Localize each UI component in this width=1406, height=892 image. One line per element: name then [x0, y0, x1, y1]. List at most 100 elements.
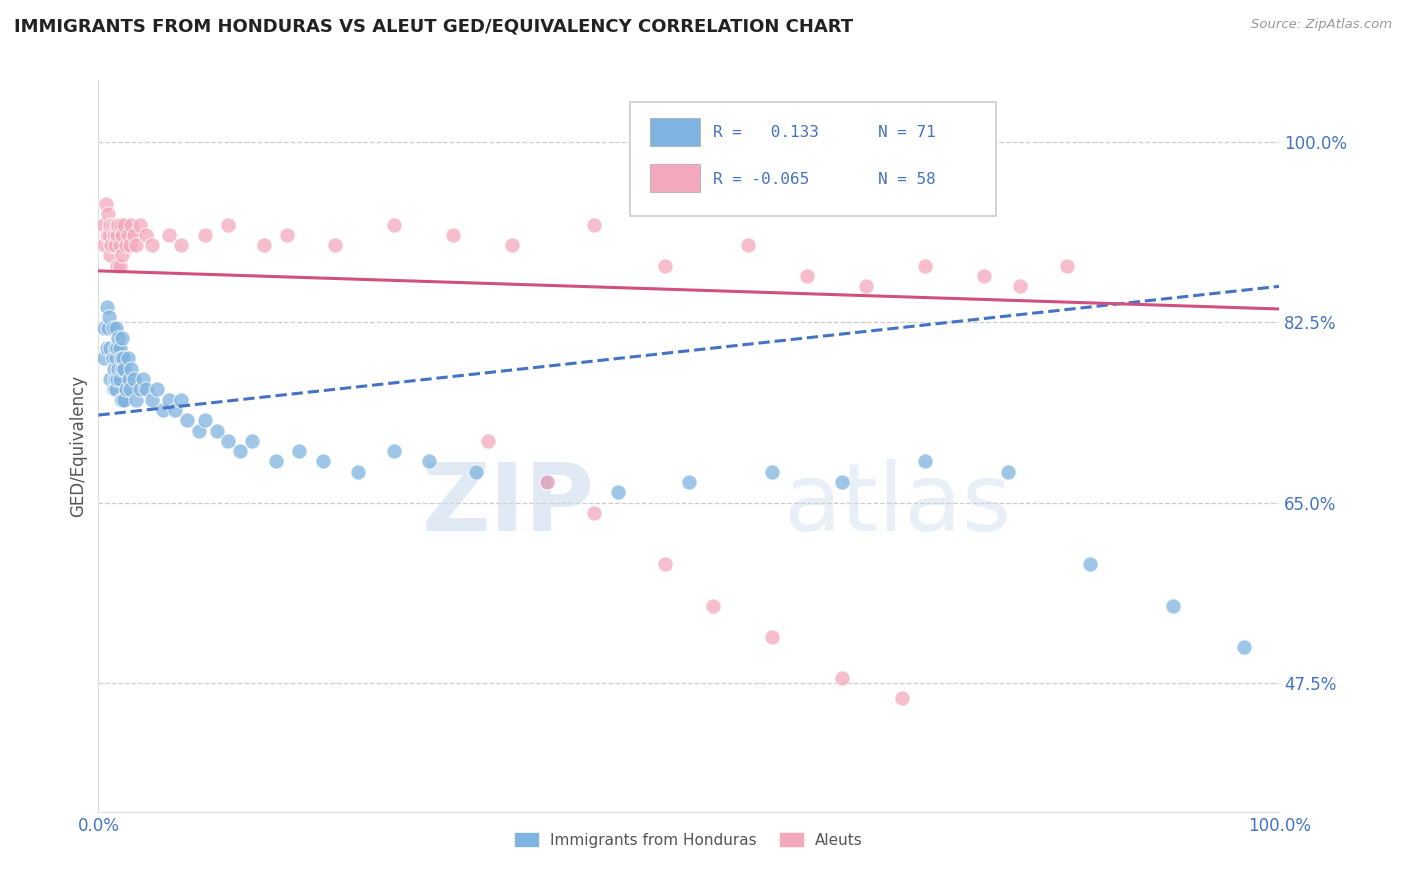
- Point: [108, 372, 131, 386]
- Point: [111, 331, 134, 345]
- Point: [112, 361, 135, 376]
- Point: [112, 392, 135, 407]
- Legend: Immigrants from Honduras, Aleuts: Immigrants from Honduras, Aleuts: [508, 825, 870, 855]
- Point: [997, 465, 1019, 479]
- Text: N = 58: N = 58: [877, 171, 935, 186]
- Point: [105, 382, 128, 396]
- Point: [93, 320, 115, 334]
- Point: [229, 444, 252, 458]
- Point: [96, 341, 118, 355]
- Point: [536, 475, 558, 489]
- Point: [441, 227, 464, 242]
- Point: [103, 382, 125, 396]
- Point: [157, 227, 180, 242]
- Point: [108, 341, 131, 355]
- Point: [607, 485, 630, 500]
- Point: [98, 248, 121, 262]
- Point: [737, 238, 759, 252]
- Point: [205, 424, 228, 438]
- Point: [104, 341, 127, 355]
- Point: [108, 259, 131, 273]
- Point: [104, 238, 127, 252]
- Point: [141, 392, 163, 407]
- Point: [125, 392, 148, 407]
- Text: atlas: atlas: [783, 458, 1012, 550]
- Point: [107, 361, 129, 376]
- Point: [323, 238, 346, 252]
- Point: [94, 197, 117, 211]
- Point: [108, 238, 131, 252]
- Point: [120, 238, 142, 252]
- Point: [101, 351, 124, 366]
- Point: [122, 227, 145, 242]
- Point: [347, 465, 370, 479]
- Point: [536, 475, 558, 489]
- Point: [465, 465, 488, 479]
- Point: [114, 382, 136, 396]
- Point: [312, 454, 335, 468]
- Point: [111, 361, 134, 376]
- Text: N = 71: N = 71: [877, 125, 935, 140]
- Point: [121, 361, 143, 376]
- Point: [152, 403, 174, 417]
- Point: [110, 351, 132, 366]
- Point: [112, 351, 135, 366]
- Point: [105, 259, 128, 273]
- Point: [1008, 279, 1031, 293]
- Point: [111, 392, 134, 407]
- Point: [240, 434, 263, 448]
- Point: [288, 444, 311, 458]
- Text: Source: ZipAtlas.com: Source: ZipAtlas.com: [1251, 18, 1392, 31]
- Point: [418, 454, 440, 468]
- Point: [105, 351, 128, 366]
- Point: [382, 218, 405, 232]
- Point: [170, 238, 193, 252]
- Point: [135, 382, 157, 396]
- Point: [146, 382, 169, 396]
- Point: [117, 351, 139, 366]
- Point: [111, 248, 134, 262]
- Text: R = -0.065: R = -0.065: [713, 171, 808, 186]
- Point: [583, 218, 606, 232]
- Point: [98, 218, 121, 232]
- Point: [678, 475, 700, 489]
- Point: [121, 218, 143, 232]
- Point: [141, 238, 163, 252]
- Point: [253, 238, 276, 252]
- Point: [98, 310, 121, 325]
- Point: [973, 268, 995, 283]
- Point: [890, 691, 912, 706]
- Text: IMMIGRANTS FROM HONDURAS VS ALEUT GED/EQUIVALENCY CORRELATION CHART: IMMIGRANTS FROM HONDURAS VS ALEUT GED/EQ…: [14, 18, 853, 36]
- Point: [120, 382, 142, 396]
- Point: [105, 218, 128, 232]
- Point: [110, 392, 132, 407]
- Point: [194, 413, 217, 427]
- Point: [104, 372, 127, 386]
- Point: [831, 475, 853, 489]
- Point: [501, 238, 523, 252]
- Point: [93, 238, 115, 252]
- Point: [165, 403, 187, 417]
- FancyBboxPatch shape: [650, 119, 700, 146]
- Point: [796, 268, 818, 283]
- Point: [98, 372, 121, 386]
- Point: [217, 434, 239, 448]
- Point: [122, 372, 145, 386]
- Point: [1056, 259, 1078, 273]
- Point: [855, 279, 877, 293]
- Point: [170, 392, 193, 407]
- Point: [100, 238, 122, 252]
- Point: [128, 218, 150, 232]
- Point: [654, 558, 676, 572]
- Point: [702, 599, 724, 613]
- Point: [110, 218, 132, 232]
- Point: [97, 207, 120, 221]
- Point: [91, 218, 114, 232]
- Point: [187, 424, 209, 438]
- Text: R =   0.133: R = 0.133: [713, 125, 818, 140]
- Point: [135, 227, 157, 242]
- Point: [264, 454, 287, 468]
- Point: [831, 671, 853, 685]
- Point: [112, 218, 135, 232]
- Point: [105, 341, 128, 355]
